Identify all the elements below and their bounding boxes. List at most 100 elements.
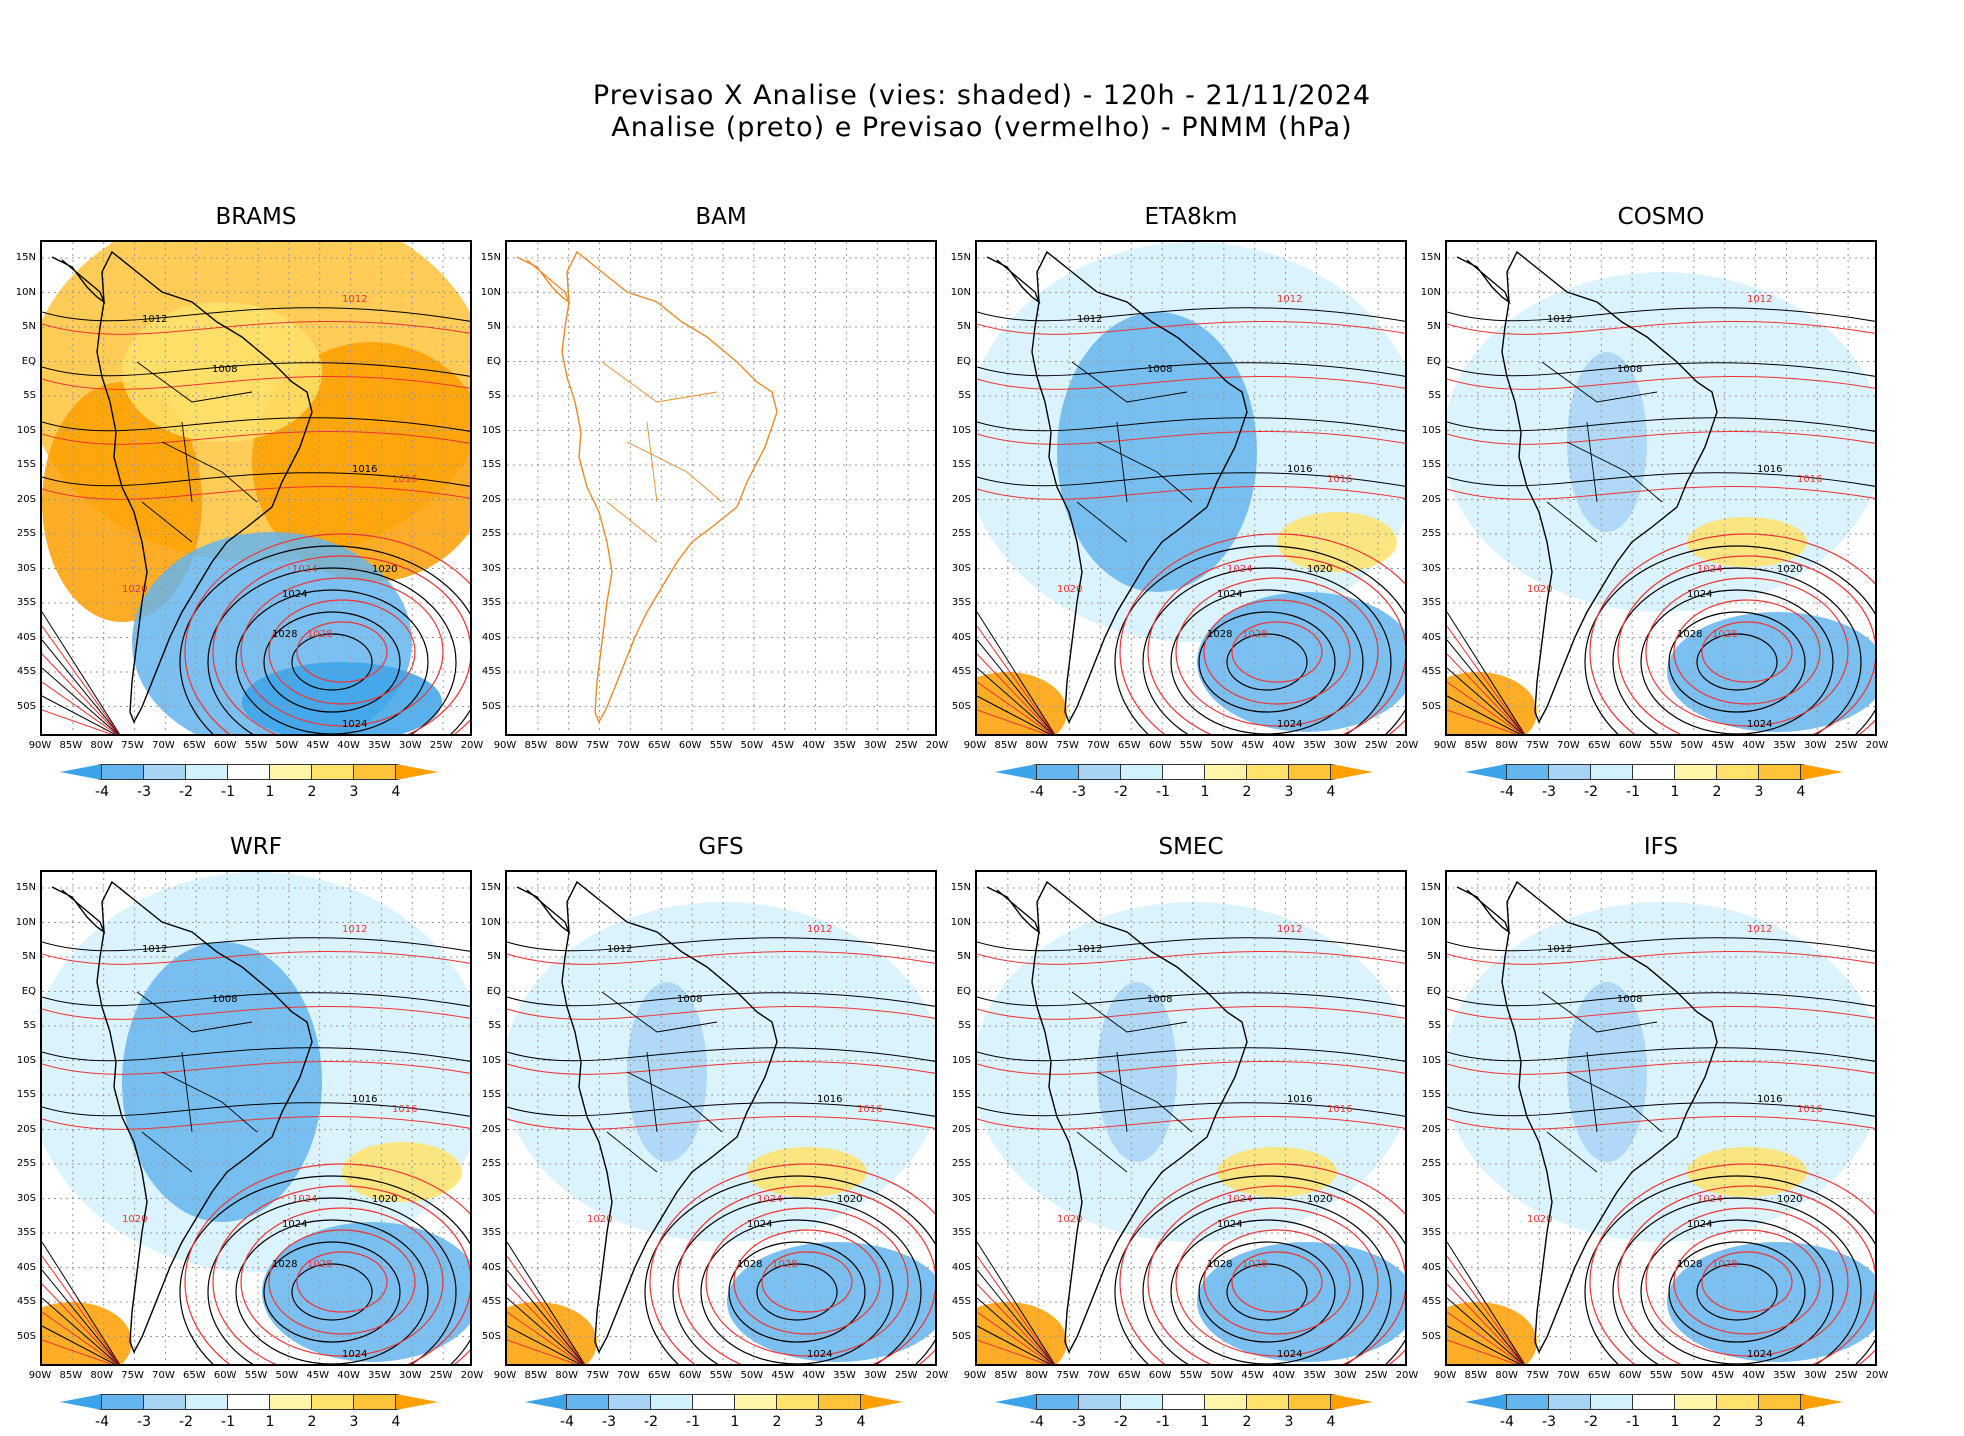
forecast-isobar [705, 1207, 909, 1357]
colorbar-segment [1675, 1394, 1717, 1410]
analysis-isobar [291, 633, 373, 691]
lon-label: 20W [1865, 740, 1889, 751]
lat-label: 40S [1421, 1261, 1441, 1273]
colorbar-segment [1037, 764, 1079, 780]
colorbar-segment [1633, 764, 1675, 780]
colorbar-tick: 2 [307, 784, 317, 800]
lat-label: 30S [1421, 562, 1441, 574]
isobar-label: 1016 [1327, 474, 1352, 485]
analysis-isobar [42, 1297, 119, 1364]
isobar-label: 1024 [292, 564, 317, 575]
lat-label: EQ [21, 355, 36, 367]
lon-label: 40W [802, 1370, 825, 1381]
lat-label: 50S [481, 700, 501, 712]
lat-label: 10N [950, 916, 971, 928]
isobar-label: 1016 [1757, 464, 1782, 475]
colorbar: -4 -3 -2 -1 1 2 3 4 [60, 1394, 468, 1436]
lon-label: 40W [802, 740, 825, 751]
colorbar-segment [1549, 764, 1591, 780]
lon-label: 45W [1241, 740, 1265, 751]
isobar-label: 1024 [282, 1219, 307, 1230]
colorbar-segment [525, 1394, 567, 1410]
map-canvas: 1012 1008 1016 1020 1024 1028 1024 1012 1020 1024… [42, 242, 470, 734]
analysis-isobar [507, 1269, 585, 1364]
lon-label: 75W [1056, 1370, 1079, 1381]
isobar-label: 1016 [1797, 474, 1822, 485]
map-panel-brams: 1012 1008 1016 1020 1024 1028 1024 1012 1020 1024… [40, 240, 472, 736]
coastline [561, 250, 778, 724]
colorbar-tick: -2 [644, 1414, 658, 1430]
isobar-label: 1028 [307, 629, 332, 640]
lon-label: 55W [1649, 740, 1673, 751]
lon-label: 85W [524, 1370, 548, 1381]
isobar-label: 1024 [292, 1194, 317, 1205]
lon-label: 40W [337, 1370, 360, 1381]
isobar-label: 1028 [1242, 629, 1267, 640]
figure-title-line1: Previsao X Analise (vies: shaded) - 120h… [592, 80, 1372, 111]
lat-label: 45S [16, 666, 36, 677]
forecast-isobar [1147, 1185, 1405, 1364]
lat-label: EQ [1426, 985, 1441, 997]
lon-label: 65W [182, 740, 206, 751]
analysis-isobar [977, 1241, 1056, 1364]
forecast-isobar [184, 1163, 470, 1364]
lon-label: 70W [1557, 1370, 1580, 1381]
forecast-isobar [1447, 709, 1518, 734]
forecast-isobar [1673, 599, 1821, 705]
analysis-isobar [1198, 1241, 1336, 1343]
lat-label: 35S [481, 1227, 501, 1238]
analysis-isobar [42, 1241, 121, 1364]
isobar-label: 1008 [1147, 364, 1172, 375]
lon-label: 45W [771, 740, 795, 751]
lon-label: 90W [493, 1370, 517, 1381]
colorbar-segment [1289, 764, 1331, 780]
forecast-isobar [1447, 625, 1525, 734]
analysis-isobar [977, 992, 1405, 1007]
colorbar: -4 -3 -2 -1 1 2 3 4 [1465, 1394, 1873, 1436]
coastline [96, 880, 313, 1354]
isobar-label: 1008 [212, 994, 237, 1005]
analysis-isobar [42, 1102, 470, 1117]
isobar-label: 1016 [1757, 1094, 1782, 1105]
lon-label: 55W [244, 1370, 268, 1381]
lat-label: 5S [958, 390, 971, 401]
forecast-isobar [42, 431, 470, 445]
lon-label: 25W [1364, 740, 1388, 751]
colorbar-segment [354, 1394, 396, 1410]
colorbar-segment [1759, 764, 1801, 780]
colorbar-tick: -2 [1584, 1414, 1598, 1430]
lat-label: 50S [1421, 700, 1441, 712]
colorbar-segment [144, 1394, 186, 1410]
colorbar-tick: 1 [1670, 1414, 1680, 1430]
analysis-isobar [977, 307, 1405, 322]
bias-region [1447, 672, 1537, 734]
colorbar-segment [1465, 764, 1507, 780]
analysis-isobar [1170, 1219, 1364, 1364]
forecast-isobar [507, 1006, 935, 1020]
colorbar-segment [186, 764, 228, 780]
isobar-label: 1028 [1677, 1259, 1702, 1270]
analysis-isobar [1696, 633, 1778, 691]
colorbar-segment [1591, 1394, 1633, 1410]
colorbar-tick: 2 [307, 1414, 317, 1430]
forecast-isobar [1673, 1229, 1821, 1335]
colorbar-tick: -4 [560, 1414, 574, 1430]
isobar-label: 1024 [1697, 1194, 1722, 1205]
isobar-label: 1012 [1547, 944, 1572, 955]
country-borders [1071, 361, 1193, 543]
lat-label: 50S [481, 1330, 501, 1342]
isobar-label: 1024 [1277, 1349, 1302, 1360]
lon-label: 55W [1649, 1370, 1673, 1381]
analysis-isobar [42, 667, 119, 734]
isobar-label: 1016 [1797, 1104, 1822, 1115]
forecast-isobar [212, 555, 470, 734]
panel-title-ifs: IFS [1643, 834, 1679, 860]
analysis-isobar [507, 1297, 584, 1364]
bias-shading [1447, 902, 1875, 1364]
lat-label: 30S [481, 1192, 501, 1204]
lat-label: 5N [22, 951, 36, 962]
lon-label: 65W [1117, 1370, 1141, 1381]
forecast-isobar [977, 1339, 1048, 1364]
forecast-isobar [42, 681, 118, 734]
forecast-isobar [42, 321, 470, 335]
